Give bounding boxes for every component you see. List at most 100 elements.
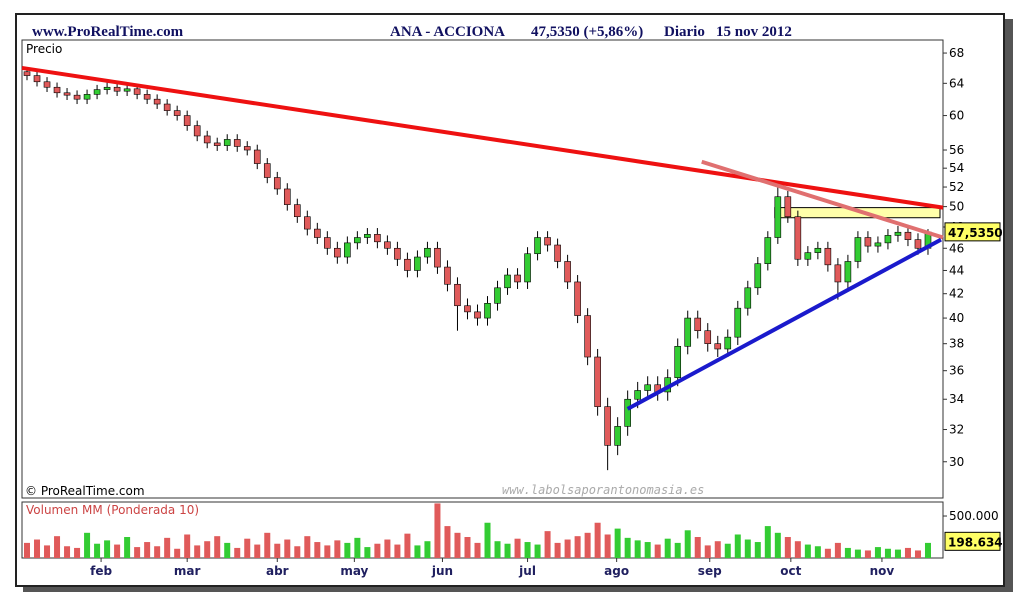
volume-bar — [774, 532, 781, 558]
y-tick-label: 52 — [949, 180, 964, 194]
candle-body — [153, 98, 161, 105]
candle-body — [764, 237, 772, 265]
volume-bar — [494, 541, 501, 558]
trendline — [626, 237, 942, 411]
volume-bar — [164, 537, 171, 558]
watermark: www.labolsaporantonomasia.es — [502, 483, 704, 497]
volume-bar — [464, 537, 471, 558]
volume-bar — [664, 538, 671, 558]
x-tick-label: feb — [90, 564, 112, 578]
candle-body — [814, 247, 822, 253]
x-tick-label: abr — [266, 564, 289, 578]
candle-body — [594, 356, 601, 407]
volume-bar — [604, 534, 611, 558]
candle-body — [504, 274, 511, 289]
volume-bar — [524, 542, 531, 558]
volume-bar — [914, 550, 921, 558]
candle-body — [23, 71, 31, 76]
volume-bar — [904, 547, 911, 558]
volume-bar — [784, 537, 791, 558]
volume-bar — [204, 541, 211, 558]
volume-bar — [624, 537, 631, 558]
candle-body — [484, 303, 491, 319]
volume-bar — [804, 544, 811, 558]
x-tick-label: sep — [698, 564, 722, 578]
candle-body — [704, 330, 712, 344]
candle-body — [714, 343, 722, 350]
candle-body — [474, 311, 481, 319]
volume-bar — [764, 526, 771, 558]
candle-body — [384, 241, 391, 249]
candle-body — [354, 237, 361, 244]
y-tick-label: 60 — [949, 109, 964, 123]
candle-body — [283, 188, 291, 205]
volume-bar — [894, 549, 901, 558]
quote: 47,5350 (+5,86%) — [531, 24, 643, 40]
volume-bar — [514, 538, 521, 558]
volume-bar — [324, 545, 331, 558]
volume-bar — [254, 544, 261, 558]
volume-bar — [384, 539, 391, 558]
volume-bar — [724, 543, 731, 558]
volume-bar — [124, 537, 131, 558]
volume-bar — [184, 534, 191, 558]
candle-body — [614, 426, 621, 446]
candle-body — [684, 317, 692, 347]
volume-bar — [284, 539, 291, 558]
candle-body — [203, 135, 211, 144]
last-price-label: 47,5350 — [948, 226, 1003, 240]
copyright: © ProRealTime.com — [25, 484, 145, 498]
candle-body — [193, 125, 201, 137]
volume-bar — [434, 503, 441, 558]
volume-bar — [344, 542, 351, 558]
volume-bar — [294, 546, 301, 558]
volume-bar — [194, 545, 201, 558]
y-tick-label: 32 — [949, 423, 964, 437]
y-tick-label: 34 — [949, 392, 964, 406]
candle-body — [584, 315, 591, 358]
y-tick-label: 44 — [949, 263, 964, 277]
volume-bar — [334, 540, 341, 558]
candle-body — [143, 94, 151, 100]
volume-bar — [754, 542, 761, 558]
candle-body — [794, 216, 802, 260]
volume-bar — [134, 547, 141, 558]
candle-body — [53, 86, 61, 94]
candle-body — [374, 234, 381, 243]
volume-bar — [394, 544, 401, 558]
last-volume-box — [944, 531, 1001, 551]
volume-bar — [264, 532, 271, 558]
volume-bar — [674, 542, 681, 558]
trendline — [701, 159, 944, 240]
volume-bar — [474, 542, 481, 558]
candle-body — [894, 231, 902, 236]
candle-body — [444, 266, 451, 285]
volume-bar — [714, 541, 721, 558]
volume-bar — [374, 543, 381, 558]
candle-body — [634, 390, 641, 400]
candle-body — [424, 247, 431, 258]
price-panel — [21, 39, 944, 499]
x-tick-label: oct — [780, 564, 801, 578]
candle-body — [754, 263, 762, 289]
volume-bar — [794, 541, 801, 558]
candle-body — [674, 346, 682, 378]
x-tick-label: jul — [518, 564, 536, 578]
volume-bar — [444, 526, 451, 558]
candle-body — [554, 244, 561, 262]
volume-bar — [584, 532, 591, 558]
candle-body — [93, 89, 101, 95]
y-tick-label: 36 — [949, 364, 964, 378]
candle-body — [744, 287, 752, 309]
candle-body — [324, 237, 331, 249]
volume-bar — [304, 536, 311, 558]
x-tick-label: nov — [870, 564, 895, 578]
volume-bar — [594, 522, 601, 558]
volume-bar — [534, 544, 541, 558]
candle-body — [334, 247, 341, 258]
volume-bar — [564, 539, 571, 558]
y-tick-label: 54 — [949, 161, 964, 175]
candle-body — [243, 146, 251, 151]
volume-bar — [274, 543, 281, 558]
